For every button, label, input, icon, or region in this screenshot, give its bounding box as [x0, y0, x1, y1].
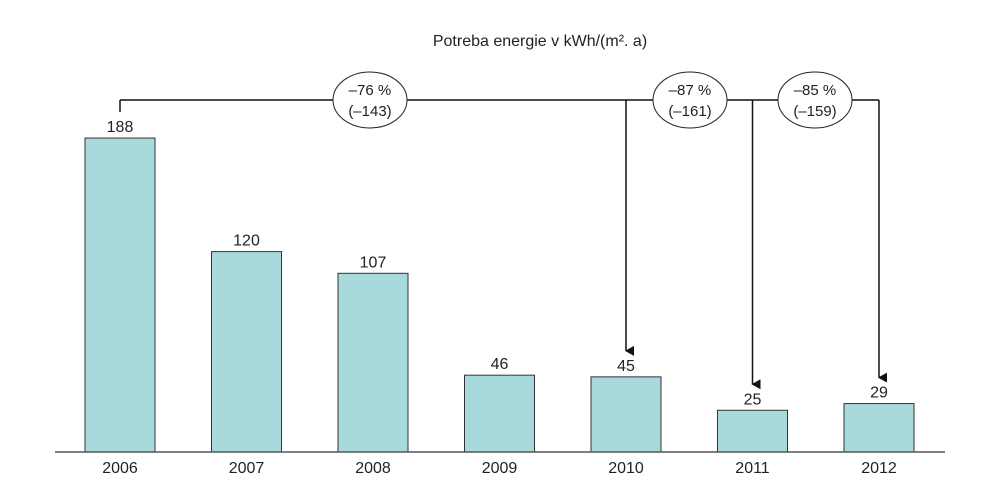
annotation-percent-2011: –87 % [669, 82, 712, 99]
tick-label-2009: 2009 [482, 460, 518, 477]
bar-2007 [211, 251, 282, 453]
tick-label-2006: 2006 [102, 460, 138, 477]
bar-2009 [464, 374, 535, 453]
value-label-2010: 45 [617, 358, 635, 375]
annotation-bubble-2012 [777, 71, 853, 129]
value-label-2007: 120 [233, 233, 260, 250]
bar-2012 [843, 403, 915, 453]
annotation-delta-2010: (–143) [348, 103, 391, 120]
annotation-bubble-2010 [332, 71, 408, 129]
bar-2010 [590, 376, 662, 453]
annotation-percent-2010: –76 % [349, 82, 392, 99]
value-label-2011: 25 [744, 391, 762, 408]
tick-label-2010: 2010 [608, 460, 644, 477]
value-label-2006: 188 [107, 119, 134, 136]
bars-group: 188 2006 120 2007 107 2008 46 2009 45 2010 25 2011 2… [84, 119, 915, 477]
tick-label-2011: 2011 [735, 460, 770, 477]
tick-label-2007: 2007 [229, 460, 265, 477]
annotation-percent-2012: –85 % [794, 82, 837, 99]
value-label-2009: 46 [491, 356, 509, 373]
bar-2011 [717, 409, 788, 453]
annotations-group: –76 % (–143) –87 % (–161) –85 % (–159) [119, 71, 887, 390]
value-label-2008: 107 [360, 254, 387, 271]
annotation-delta-2012: (–159) [793, 103, 836, 120]
bar-2006 [84, 137, 156, 453]
value-label-2012: 29 [870, 385, 888, 402]
annotation-bubble-2011 [652, 71, 728, 129]
chart-title: Potreba energie v kWh/(m². a) [433, 33, 647, 50]
tick-label-2008: 2008 [355, 460, 391, 477]
tick-label-2012: 2012 [861, 460, 897, 477]
annotation-delta-2011: (–161) [668, 103, 711, 120]
bar-2008 [337, 272, 409, 453]
